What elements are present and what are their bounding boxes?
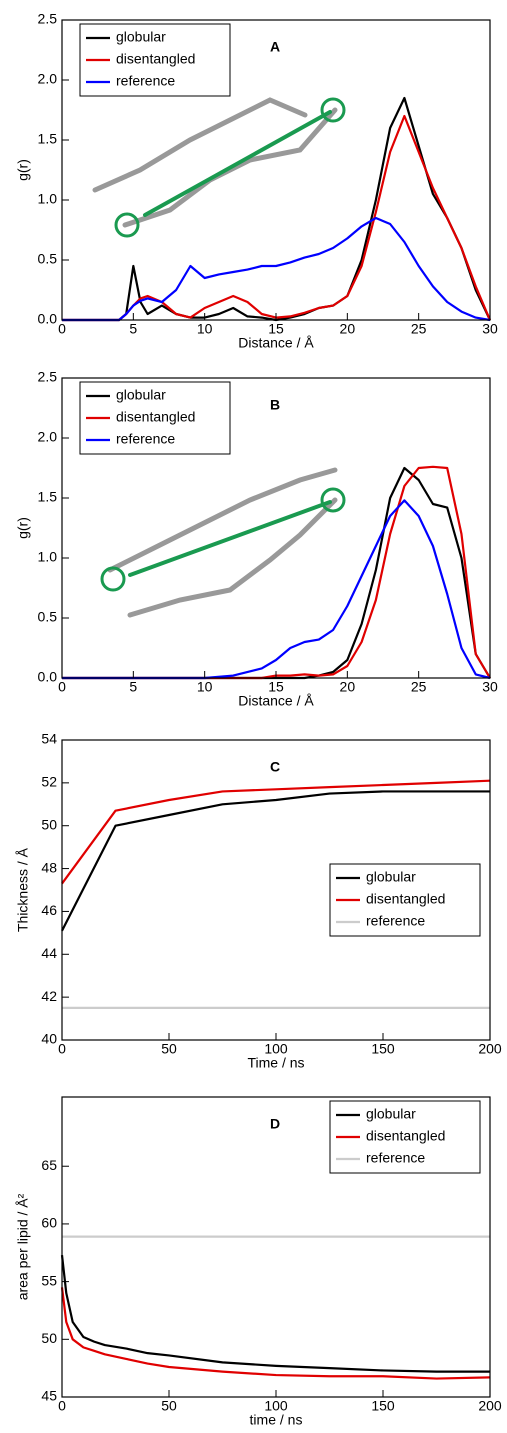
- legend-label: globular: [366, 1106, 416, 1122]
- series-line: [62, 466, 491, 680]
- series-line: [62, 465, 491, 680]
- legend: globular disentangled reference: [329, 1100, 481, 1174]
- legend: globular disentangled reference: [329, 863, 481, 937]
- y-tick-label: 50: [41, 816, 57, 832]
- y-tick-label: 52: [41, 774, 57, 790]
- x-tick-label: 100: [264, 1398, 288, 1414]
- y-tick-label: 45: [41, 1388, 57, 1404]
- y-tick-label: 2.0: [38, 429, 58, 445]
- y-tick-label: 48: [41, 859, 57, 875]
- y-tick-label: 0.5: [38, 609, 58, 625]
- legend-label: disentangled: [366, 1128, 445, 1144]
- y-tick-label: 40: [41, 1031, 57, 1047]
- legend-label: reference: [366, 1150, 425, 1166]
- x-tick-label: 30: [482, 679, 498, 695]
- x-tick-label: 10: [197, 321, 213, 337]
- y-tick-label: 42: [41, 988, 57, 1004]
- x-tick-label: 0: [58, 1041, 66, 1057]
- y-tick-label: 2.5: [38, 11, 58, 27]
- y-tick-label: 2.0: [38, 71, 58, 87]
- molecule-a: [92, 97, 346, 238]
- y-tick-label: 1.0: [38, 191, 58, 207]
- series-line: [62, 216, 491, 322]
- series-line: [62, 96, 491, 322]
- x-axis-label: time / ns: [250, 1412, 303, 1428]
- panel-label: B: [270, 397, 280, 413]
- x-tick-label: 25: [411, 321, 427, 337]
- y-axis-label: g(r): [15, 517, 31, 539]
- x-tick-label: 0: [58, 1398, 66, 1414]
- x-tick-label: 20: [340, 679, 356, 695]
- series-line: [61, 790, 490, 932]
- y-tick-label: 60: [41, 1215, 57, 1231]
- x-axis-label: Distance / Å: [238, 693, 314, 709]
- molecule-b: [100, 467, 346, 618]
- y-axis-label: area per lipid / Å²: [15, 1193, 31, 1300]
- x-tick-label: 50: [161, 1041, 177, 1057]
- y-tick-label: 55: [41, 1272, 57, 1288]
- y-tick-label: 65: [41, 1157, 57, 1173]
- panel-label: A: [270, 39, 280, 55]
- series-line: [61, 779, 491, 885]
- y-tick-label: 1.0: [38, 549, 58, 565]
- x-tick-label: 30: [482, 321, 498, 337]
- x-tick-label: 0: [58, 321, 66, 337]
- series-line: [60, 1254, 490, 1373]
- x-tick-label: 200: [478, 1041, 502, 1057]
- legend-label: reference: [366, 913, 425, 929]
- legend-label: globular: [116, 387, 166, 403]
- y-tick-label: 1.5: [38, 131, 58, 147]
- y-tick-label: 0.0: [38, 669, 58, 685]
- legend-label: globular: [366, 869, 416, 885]
- legend-label: globular: [116, 29, 166, 45]
- panel-label: D: [270, 1116, 280, 1132]
- y-tick-label: 50: [41, 1330, 57, 1346]
- x-axis-label: Distance / Å: [238, 335, 314, 351]
- y-tick-label: 54: [41, 731, 57, 747]
- x-tick-label: 0: [58, 679, 66, 695]
- y-tick-label: 46: [41, 902, 57, 918]
- x-tick-label: 15: [268, 321, 284, 337]
- y-tick-label: 2.5: [38, 369, 58, 385]
- x-tick-label: 5: [129, 679, 137, 695]
- x-tick-label: 150: [371, 1041, 395, 1057]
- panel-label: C: [270, 759, 280, 775]
- y-tick-label: 44: [41, 945, 57, 961]
- x-tick-label: 50: [161, 1398, 177, 1414]
- series-line: [62, 499, 491, 680]
- y-tick-label: 0.5: [38, 251, 58, 267]
- legend-label: disentangled: [116, 409, 195, 425]
- x-tick-label: 10: [197, 679, 213, 695]
- y-axis-label: Thickness / Å: [15, 847, 31, 932]
- legend-label: reference: [116, 73, 175, 89]
- x-tick-label: 150: [371, 1398, 395, 1414]
- x-tick-label: 100: [264, 1041, 288, 1057]
- legend: globular disentangled reference: [79, 23, 231, 97]
- legend-label: disentangled: [116, 51, 195, 67]
- legend: globular disentangled reference: [79, 381, 231, 455]
- series-line: [62, 114, 492, 322]
- series-line: [60, 1287, 491, 1380]
- y-axis-label: g(r): [15, 159, 31, 181]
- x-tick-label: 20: [340, 321, 356, 337]
- y-tick-label: 1.5: [38, 489, 58, 505]
- x-tick-label: 200: [478, 1398, 502, 1414]
- x-tick-label: 15: [268, 679, 284, 695]
- y-tick-label: 0.0: [38, 311, 58, 327]
- x-tick-label: 25: [411, 679, 427, 695]
- x-axis-label: Time / ns: [247, 1055, 304, 1071]
- legend-label: reference: [116, 431, 175, 447]
- legend-label: disentangled: [366, 891, 445, 907]
- x-tick-label: 5: [129, 321, 137, 337]
